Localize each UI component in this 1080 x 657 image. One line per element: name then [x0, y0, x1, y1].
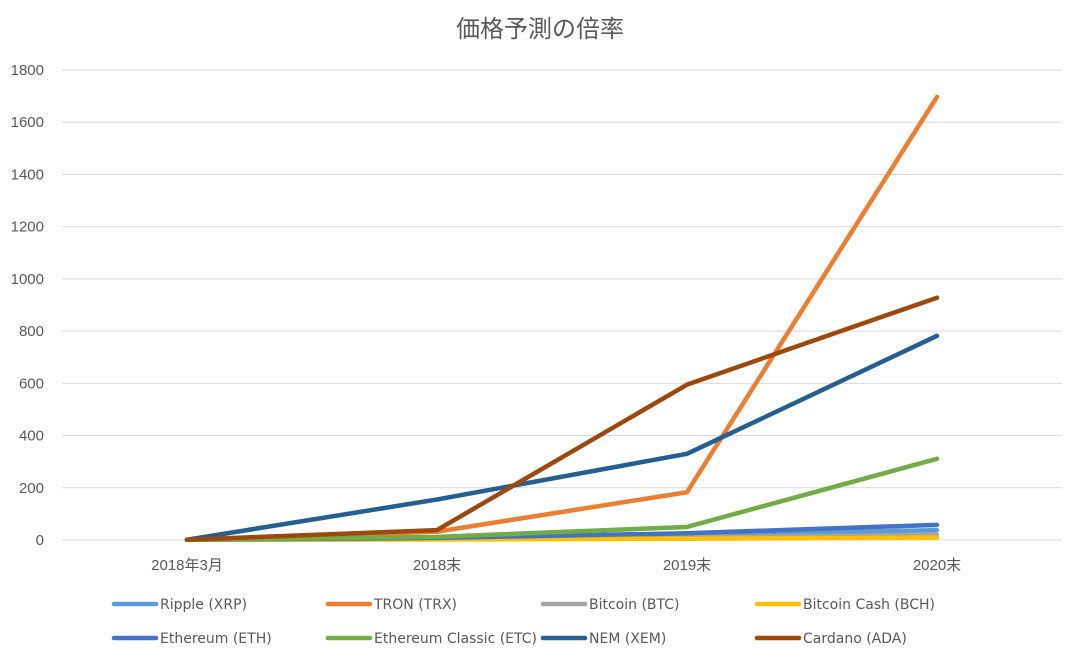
y-tick-label: 1600 [11, 114, 44, 131]
legend-label: Ethereum Classic (ETC) [374, 631, 537, 647]
legend-label: TRON (TRX) [373, 597, 457, 613]
y-tick-label: 800 [19, 323, 44, 340]
series-line-7 [184, 333, 940, 542]
series-line-6 [184, 456, 940, 542]
y-axis-ticks: 0 200 400 600 800 1000 1200 1400 1600 1800 [11, 62, 44, 549]
legend-label: Ripple (XRP) [160, 597, 247, 613]
series-line-2 [184, 94, 940, 542]
y-tick-label: 200 [19, 480, 44, 497]
series-line-8 [184, 295, 940, 542]
legend-label: Bitcoin Cash (BCH) [803, 597, 935, 613]
y-tick-label: 400 [19, 428, 44, 445]
legend-label: NEM (XEM) [589, 631, 666, 647]
y-tick-label: 1400 [11, 166, 44, 183]
x-axis-ticks: 2018年3月 2018末 2019末 2020末 [151, 557, 961, 574]
x-tick-label: 2020末 [913, 557, 961, 574]
series-lines [184, 94, 940, 542]
x-tick-label: 2019末 [663, 557, 711, 574]
y-tick-label: 600 [19, 375, 44, 392]
chart-title: 価格予測の倍率 [456, 15, 624, 43]
legend-label: Cardano (ADA) [803, 631, 907, 647]
legend-label: Bitcoin (BTC) [589, 597, 680, 613]
legend-label: Ethereum (ETH) [160, 631, 272, 647]
y-tick-label: 1200 [11, 219, 44, 236]
x-tick-label: 2018年3月 [151, 557, 223, 574]
y-tick-label: 1000 [11, 271, 44, 288]
y-tick-label: 0 [36, 532, 44, 549]
legend: Ripple (XRP) TRON (TRX) Bitcoin (BTC) Bitco… [111, 597, 935, 647]
x-tick-label: 2018末 [413, 557, 461, 574]
y-tick-label: 1800 [11, 62, 44, 79]
gridlines [62, 69, 1062, 541]
